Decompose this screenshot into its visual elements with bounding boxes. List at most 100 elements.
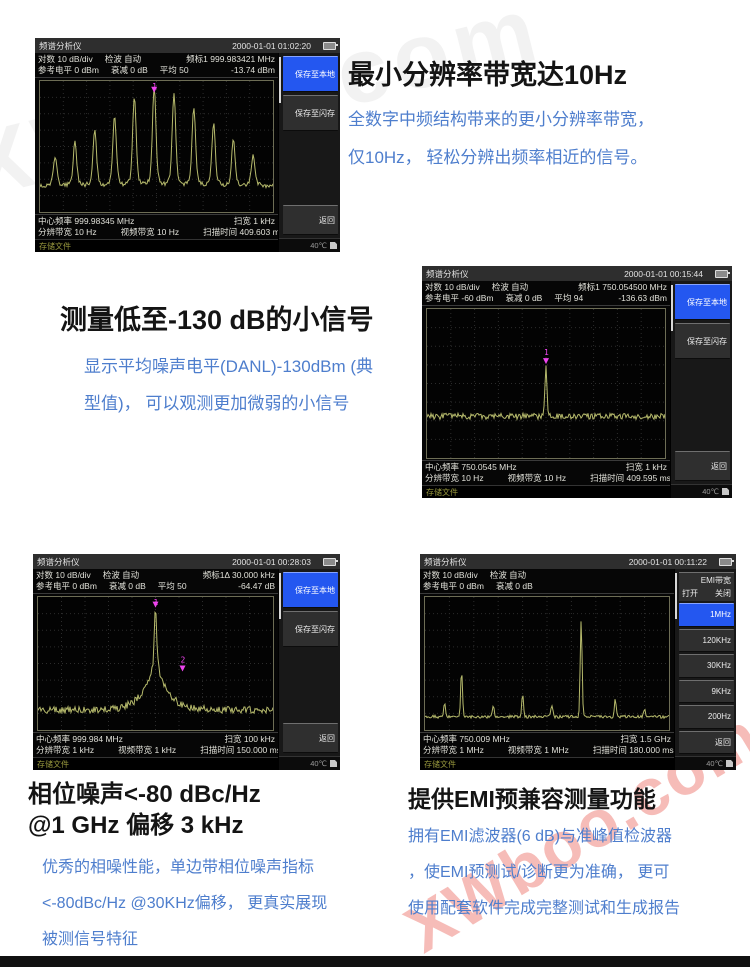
atten-readout: 衰减 0 dB [505, 293, 543, 303]
vbw-readout: 视频带宽 10 Hz [120, 227, 180, 237]
status-readouts: 中心频率 750.009 MHz 扫宽 1.5 GHz 分辨带宽 1 MHz 视… [420, 732, 674, 757]
back-button[interactable]: 返回 [675, 451, 730, 481]
feature-min-rbw: 最小分辨率带宽达10Hz 全数字中频结构带来的更小分辨率带宽， 仅10Hz， 轻… [348, 58, 743, 177]
scale-readout: 对数 10 dB/div [423, 570, 478, 580]
analyzer-title: 频谱分析仪 [424, 556, 467, 567]
file-bar: 存储文件 [420, 757, 674, 770]
feature-body-line: 优秀的相噪性能，单边带相位噪声指标 [42, 859, 315, 876]
analyzer-timestamp: 2000-01-01 00:11:22 [628, 556, 707, 567]
file-label: 存储文件 [424, 759, 456, 769]
analyzer-screenshot-2: 频谱分析仪 2000-01-01 00:15:44 对数 10 dB/div 检… [422, 266, 732, 498]
emi-bw-9khz-button[interactable]: 9KHz [679, 679, 734, 703]
back-button[interactable]: 返回 [679, 730, 734, 754]
feature-body-line: 拥有EMI滤波器(6 dB)与准峰值检波器 [408, 828, 673, 845]
average-readout: 平均 50 [157, 581, 187, 591]
rbw-readout: 分辨带宽 10 Hz [425, 473, 484, 483]
feature-heading-line: 提供EMI预兼容测量功能 [408, 786, 656, 812]
detector-readout: 检波 自动 [491, 282, 529, 292]
emi-bandwidth-header: EMI带宽 打开 关闭 [679, 572, 734, 601]
temperature-readout: 40℃ [310, 241, 327, 250]
detector-readout: 检波 自动 [102, 570, 140, 580]
analyzer-timestamp: 2000-01-01 00:15:44 [624, 268, 703, 279]
atten-readout: 衰减 0 dB [495, 581, 533, 591]
average-readout: 平均 50 [159, 65, 189, 75]
marker-amp-readout: -64.47 dB [238, 581, 275, 591]
marker-freq-readout: 频标1 999.983421 MHz [186, 54, 275, 64]
feature-body-line: <-80dBc/Hz @30KHz偏移， 更真实展现 [42, 895, 328, 912]
battery-icon [719, 557, 734, 566]
vbw-readout: 视频带宽 10 Hz [507, 473, 567, 483]
save-local-button[interactable]: 保存至本地 [675, 284, 730, 320]
analyzer-titlebar: 频谱分析仪 2000-01-01 00:28:03 [33, 554, 340, 569]
emi-bw-1mhz-button[interactable]: 1MHz [679, 603, 734, 627]
rbw-readout: 分辨带宽 1 kHz [36, 745, 95, 755]
vbw-readout: 视频带宽 1 MHz [507, 745, 569, 755]
feature-body: 拥有EMI滤波器(6 dB)与准峰值检波器 ，使EMI预测试/诊断更为准确， 更… [408, 819, 750, 927]
softkey-column: 保存至本地 保存至闪存 返回 40℃ [278, 569, 340, 770]
spectrum-plot [424, 596, 670, 731]
rbw-readout: 分辨带宽 10 Hz [38, 227, 97, 237]
ref-level-readout: 参考电平 0 dBm [423, 581, 484, 591]
feature-small-signal: 测量低至-130 dB的小信号 显示平均噪声电平(DANL)-130dBm (典… [60, 303, 430, 422]
status-readouts: 中心频率 999.98345 MHz 扫宽 1 kHz 分辨带宽 10 Hz 视… [35, 214, 284, 239]
temperature-readout: 40℃ [706, 759, 723, 768]
temperature-bar: 40℃ [671, 484, 732, 498]
save-flash-button[interactable]: 保存至闪存 [283, 95, 338, 131]
center-freq-readout: 中心频率 750.0545 MHz [425, 462, 517, 472]
save-flash-button[interactable]: 保存至闪存 [675, 323, 730, 359]
emi-bw-30khz-button[interactable]: 30KHz [679, 654, 734, 678]
back-button[interactable]: 返回 [283, 205, 338, 235]
ref-level-readout: 参考电平 0 dBm [36, 581, 97, 591]
marker-freq-readout: 频标1 750.054500 MHz [578, 282, 667, 292]
feature-body-line: 使用配套软件完成完整测试和生成报告 [408, 900, 681, 917]
feature-heading-line: @1 GHz 偏移 3 kHz [28, 812, 244, 839]
temperature-bar: 40℃ [675, 756, 736, 770]
emi-header-label: EMI带宽 [700, 576, 731, 585]
emi-off-option[interactable]: 关闭 [715, 589, 731, 598]
rbw-readout: 分辨带宽 1 MHz [423, 745, 484, 755]
feature-body-line: 显示平均噪声电平(DANL)-130dBm (典 [84, 357, 374, 376]
sweep-time-readout: 扫描时间 409.595 ms [590, 473, 671, 483]
feature-heading-line: 相位噪声<-80 dBc/Hz [28, 781, 261, 808]
save-local-button[interactable]: 保存至本地 [283, 572, 338, 608]
atten-readout: 衰减 0 dB [108, 581, 146, 591]
emi-bw-120khz-button[interactable]: 120KHz [679, 628, 734, 652]
sweep-time-readout: 扫描时间 150.000 ms [200, 745, 281, 755]
svg-text:1: 1 [154, 598, 159, 607]
file-bar: 存储文件 [35, 239, 278, 252]
span-readout: 扫宽 1 kHz [233, 216, 275, 226]
storage-icon [330, 242, 337, 249]
analyzer-screenshot-1: 频谱分析仪 2000-01-01 01:02:20 对数 10 dB/div 检… [35, 38, 340, 252]
ref-level-readout: 参考电平 0 dBm [38, 65, 99, 75]
status-readouts: 中心频率 999.984 MHz 扫宽 100 kHz 分辨带宽 1 kHz 视… [33, 732, 281, 757]
analyzer-screenshot-3: 频谱分析仪 2000-01-01 00:28:03 对数 10 dB/div 检… [33, 554, 340, 770]
scale-readout: 对数 10 dB/div [425, 282, 480, 292]
temperature-readout: 40℃ [310, 759, 327, 768]
marker-amp-readout: -136.63 dBm [618, 293, 667, 303]
marker-amp-readout: -13.74 dBm [231, 65, 275, 75]
emi-bw-200hz-button[interactable]: 200Hz [679, 705, 734, 729]
save-local-button[interactable]: 保存至本地 [283, 56, 338, 92]
detector-readout: 检波 自动 [489, 570, 527, 580]
center-freq-readout: 中心频率 750.009 MHz [423, 734, 510, 744]
feature-body-line: 被测信号特征 [42, 931, 139, 948]
info-readouts: 对数 10 dB/div 检波 自动 频标1 750.054500 MHz 参考… [422, 281, 670, 306]
emi-on-option[interactable]: 打开 [682, 589, 698, 598]
file-bar: 存储文件 [33, 757, 278, 770]
analyzer-titlebar: 频谱分析仪 2000-01-01 00:11:22 [420, 554, 736, 569]
feature-heading-line: 最小分辨率带宽达10Hz [348, 60, 628, 90]
file-label: 存储文件 [426, 487, 458, 497]
file-label: 存储文件 [37, 759, 69, 769]
marker-freq-readout: 频标1Δ 30.000 kHz [202, 570, 275, 580]
save-flash-button[interactable]: 保存至闪存 [283, 611, 338, 647]
analyzer-timestamp: 2000-01-01 00:28:03 [232, 556, 311, 567]
back-button[interactable]: 返回 [283, 723, 338, 753]
analyzer-titlebar: 频谱分析仪 2000-01-01 00:15:44 [422, 266, 732, 281]
storage-icon [722, 488, 729, 495]
detector-readout: 检波 自动 [104, 54, 142, 64]
analyzer-screenshot-4: 频谱分析仪 2000-01-01 00:11:22 对数 10 dB/div 检… [420, 554, 736, 770]
atten-readout: 衰减 0 dB [110, 65, 148, 75]
sweep-time-readout: 扫描时间 409.603 ms [203, 227, 284, 237]
feature-body: 优秀的相噪性能，单边带相位噪声指标 <-80dBc/Hz @30KHz偏移， 更… [42, 850, 418, 958]
